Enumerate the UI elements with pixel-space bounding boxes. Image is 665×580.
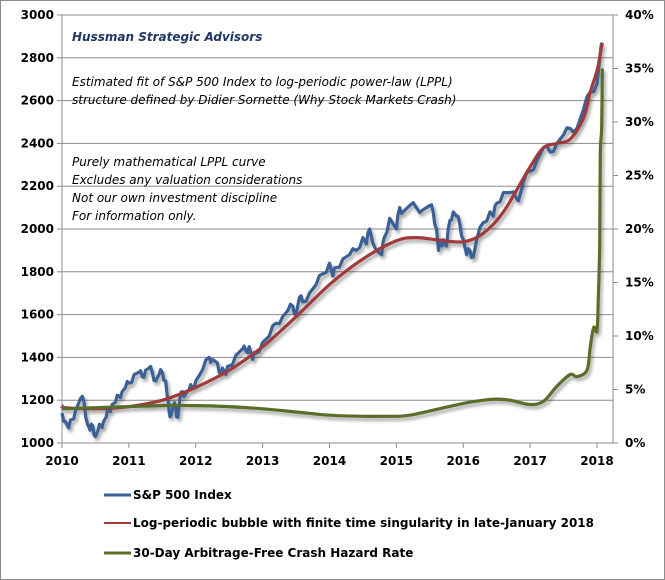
x-tick-label: 2015 — [380, 454, 413, 468]
series-group — [60, 41, 604, 439]
annotations: Hussman Strategic Advisors Estimated fit… — [72, 30, 456, 223]
y-tick-label: 2400 — [21, 136, 54, 150]
note-line-3: Purely mathematical LPPL curve — [72, 155, 266, 169]
legend-label-lppl: Log-periodic bubble with finite time sin… — [133, 516, 594, 530]
y-tick-label: 1400 — [21, 350, 54, 364]
y-tick-label: 1000 — [21, 436, 54, 450]
x-tick-label: 2010 — [45, 454, 78, 468]
x-tick-label: 2014 — [313, 454, 346, 468]
y-tick-label: 2800 — [21, 51, 54, 65]
x-tick-label: 2011 — [112, 454, 145, 468]
note-line-4: Excludes any valuation considerations — [72, 173, 302, 187]
x-tick-label: 2018 — [580, 454, 613, 468]
y2-tick-label: 15% — [625, 276, 654, 290]
sp500-line — [60, 41, 604, 439]
legend-label-sp500: S&P 500 Index — [133, 488, 232, 502]
note-line-2: structure defined by Didier Sornette (Wh… — [72, 93, 456, 107]
tick-labels: 1000 1200 1400 1600 1800 2000 2200 2400 2600 2800… — [21, 8, 654, 468]
x-tick-label: 2017 — [513, 454, 546, 468]
firm-name: Hussman Strategic Advisors — [72, 30, 262, 44]
x-tick-label: 2016 — [447, 454, 480, 468]
y-tick-label: 1200 — [21, 393, 54, 407]
note-line-5: Not our own investment discipline — [72, 191, 277, 205]
y-tick-label: 2200 — [21, 179, 54, 193]
y2-tick-label: 25% — [625, 169, 654, 183]
y2-tick-label: 10% — [625, 329, 654, 343]
y-tick-label: 2600 — [21, 94, 54, 108]
y-tick-label: 1600 — [21, 308, 54, 322]
gridlines — [62, 14, 613, 401]
y2-tick-label: 5% — [625, 383, 645, 397]
legend-item-lppl[interactable]: Log-periodic bubble with finite time sin… — [104, 516, 594, 530]
axes — [57, 14, 618, 448]
legend: S&P 500 Index Log-periodic bubble with f… — [104, 488, 594, 560]
legend-item-sp500[interactable]: S&P 500 Index — [104, 488, 232, 502]
x-tick-label: 2013 — [246, 454, 279, 468]
note-line-6: For information only. — [72, 209, 197, 223]
lppl-line — [60, 42, 604, 411]
y2-tick-label: 0% — [625, 436, 645, 450]
y-tick-label: 1800 — [21, 265, 54, 279]
x-tick-label: 2012 — [179, 454, 212, 468]
legend-item-hazard[interactable]: 30-Day Arbitrage-Free Crash Hazard Rate — [104, 546, 413, 560]
y2-tick-label: 40% — [625, 8, 654, 22]
y2-tick-label: 20% — [625, 222, 654, 236]
hazard-line — [61, 68, 604, 418]
y2-tick-label: 35% — [625, 62, 654, 76]
legend-label-hazard: 30-Day Arbitrage-Free Crash Hazard Rate — [133, 546, 413, 560]
y-tick-label: 3000 — [21, 8, 54, 22]
y2-tick-label: 30% — [625, 115, 654, 129]
note-line-1: Estimated fit of S&P 500 Index to log-pe… — [72, 75, 453, 89]
y-tick-label: 2000 — [21, 222, 54, 236]
